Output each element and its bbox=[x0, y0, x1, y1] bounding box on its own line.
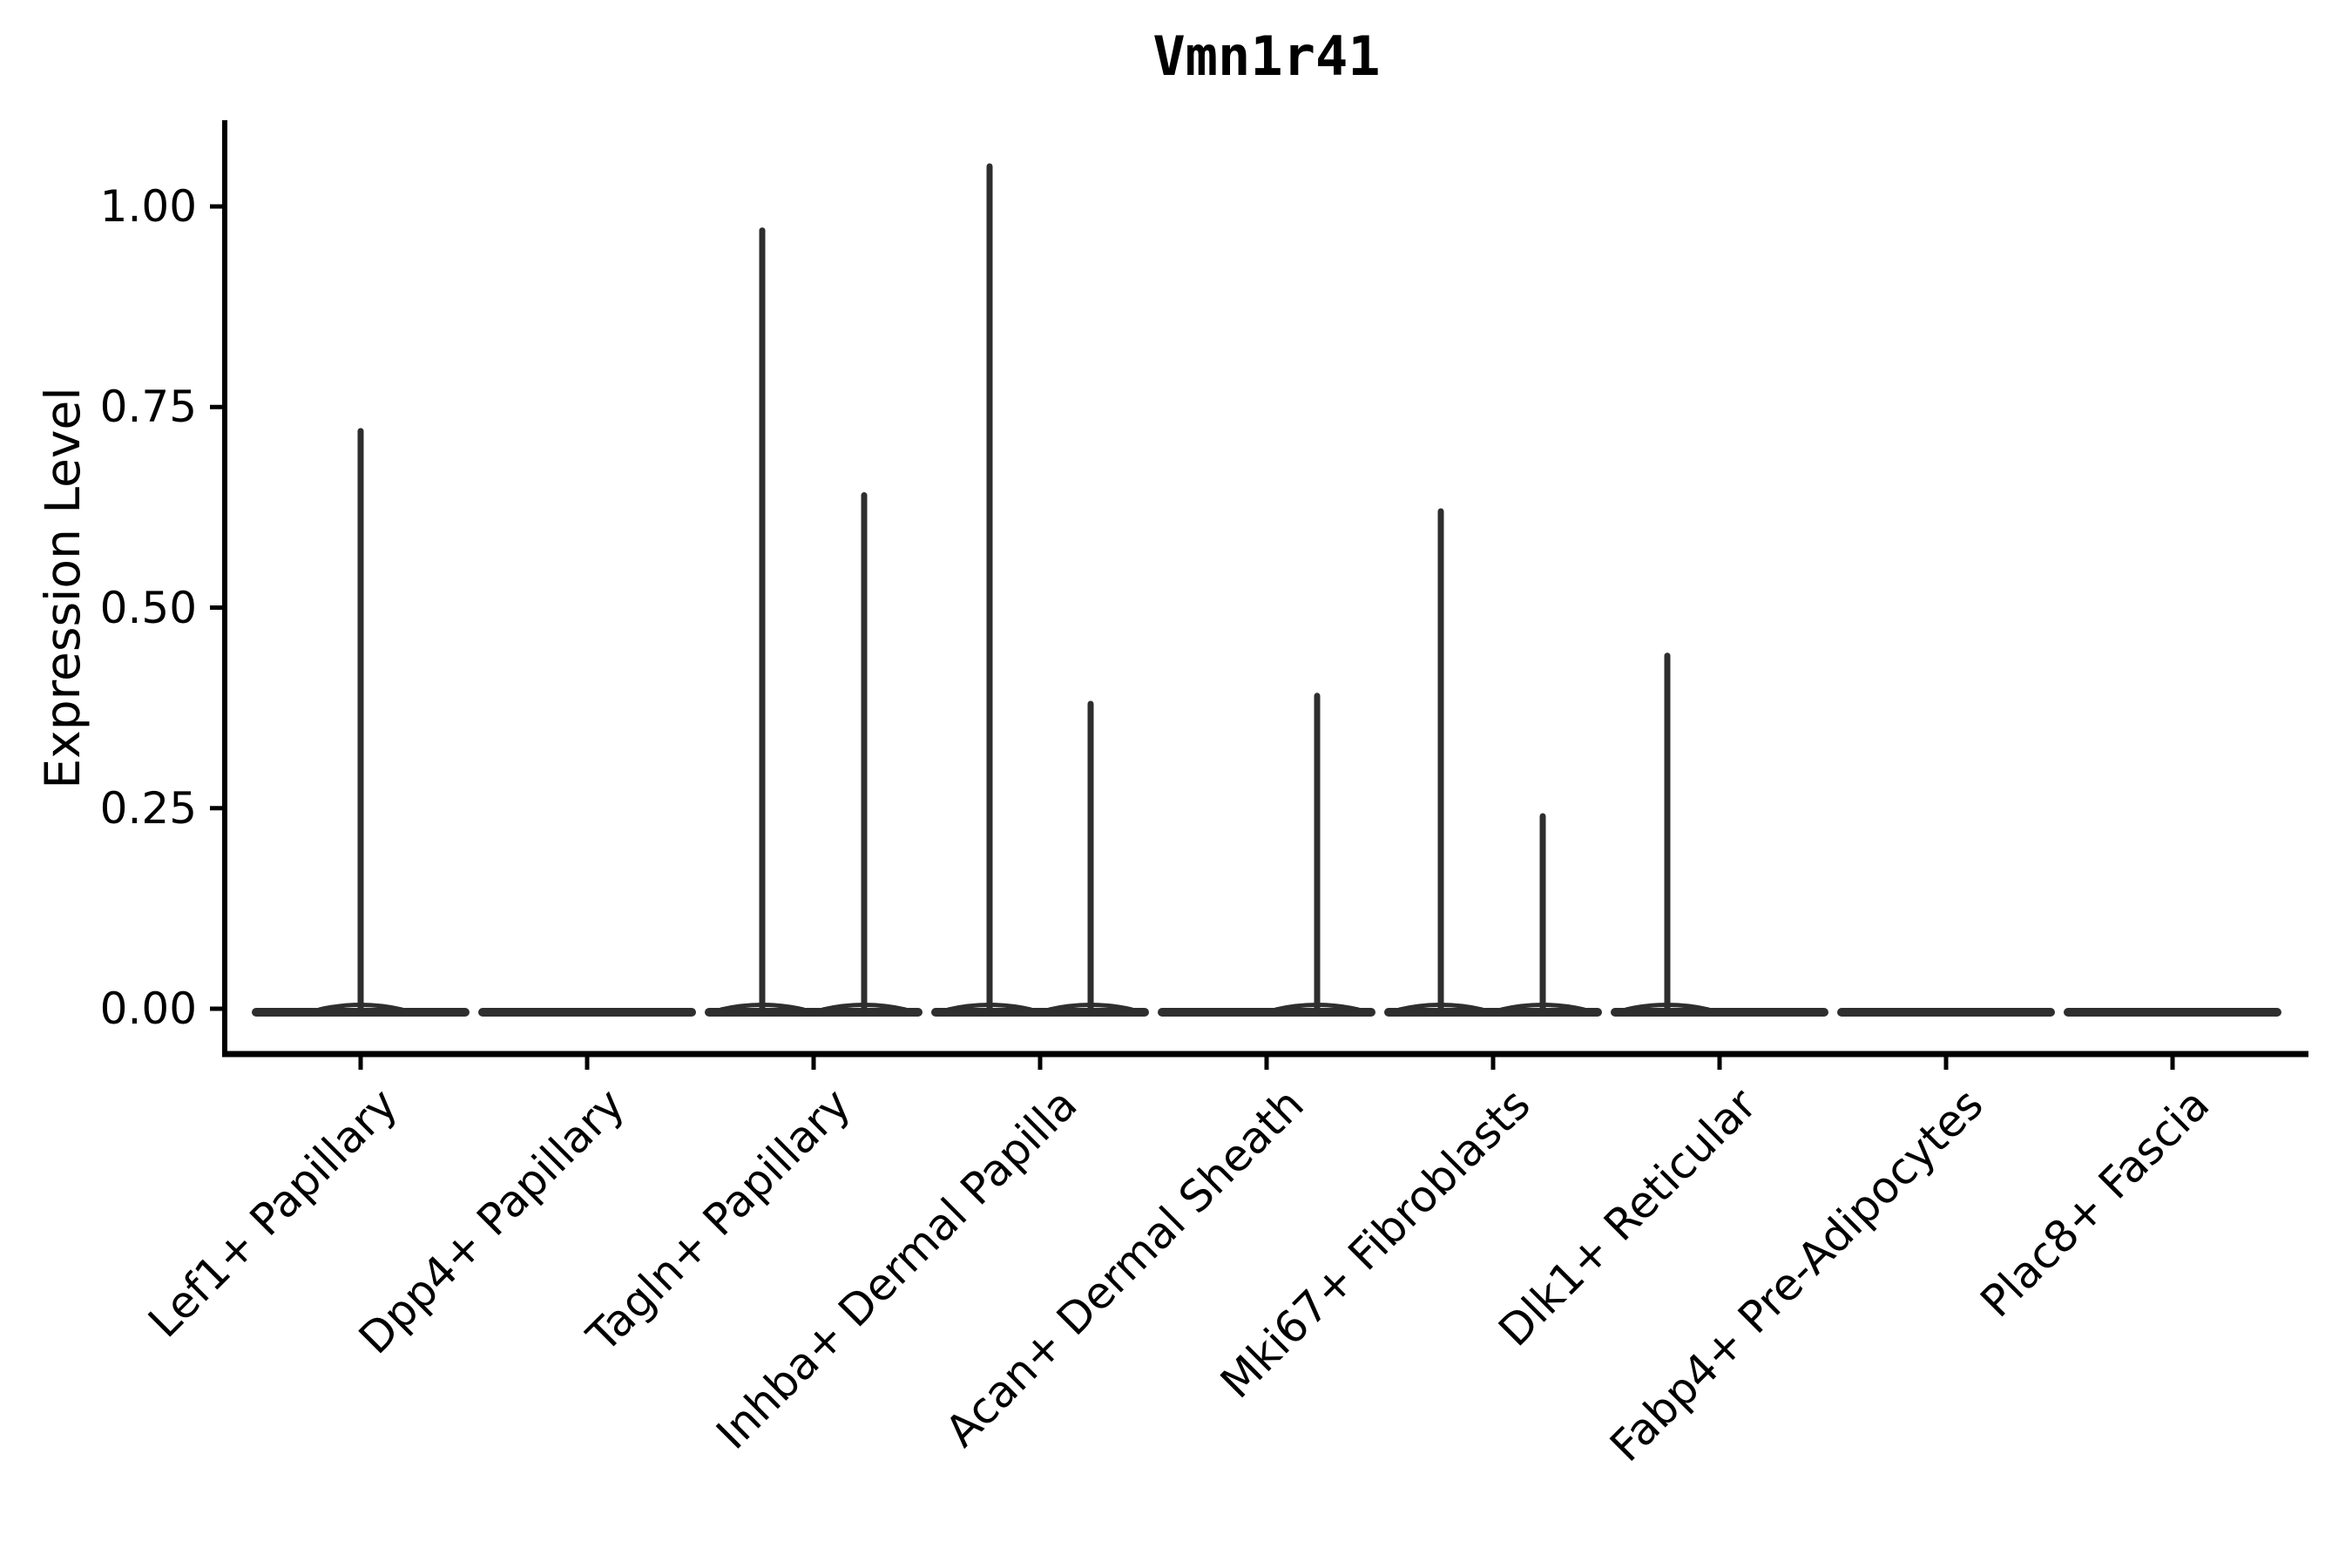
y-tick-label: 0.00 bbox=[99, 983, 197, 1034]
y-tick-label: 1.00 bbox=[99, 181, 197, 232]
y-tick-label: 0.75 bbox=[99, 382, 197, 433]
y-tick-label: 0.25 bbox=[99, 782, 197, 834]
chart-title: Vmn1r41 bbox=[1152, 24, 1381, 88]
y-tick-label: 0.50 bbox=[99, 582, 197, 633]
